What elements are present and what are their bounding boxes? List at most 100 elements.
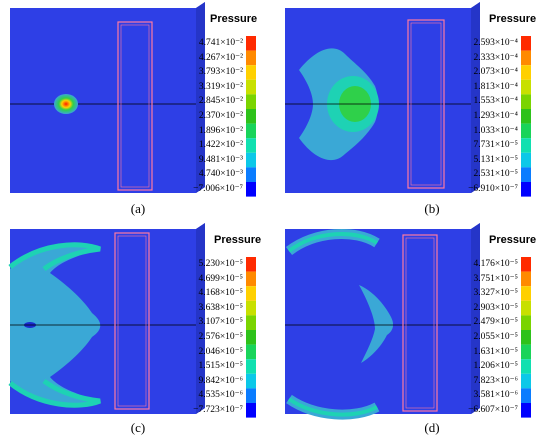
structure-inner-a <box>120 24 150 188</box>
colorbar-segment <box>246 330 256 345</box>
colorbar-segment <box>246 152 256 168</box>
legend-value: 3.793×10⁻² <box>198 67 243 78</box>
colorbar-segment <box>246 403 256 418</box>
legend-value: −7.723×10⁻⁷ <box>193 405 243 415</box>
domain-a <box>10 2 205 193</box>
colorbar-segment <box>246 50 256 66</box>
structure-outline-a <box>117 21 153 191</box>
colorbar-segment <box>246 388 256 403</box>
colorbar-segment <box>521 36 531 51</box>
colorbar-segment <box>246 123 256 139</box>
simulation-view-c <box>8 223 256 418</box>
simulation-view-b <box>285 2 531 197</box>
legend-value: 2.531×10⁻⁵ <box>473 169 518 180</box>
colorbar-segment <box>521 344 531 360</box>
legend-value: −6.607×10⁻⁷ <box>468 405 518 415</box>
legend-value: 9.842×10⁻⁶ <box>198 375 243 386</box>
colorbar-segment <box>246 167 256 182</box>
structure-outline-d <box>402 234 438 412</box>
colorbar-segment <box>246 373 256 389</box>
caption-c: (c) <box>130 420 146 435</box>
colorbar-segment <box>521 257 531 272</box>
legend-value: 1.553×10⁻⁴ <box>473 96 518 107</box>
colorbar-segment <box>246 300 256 316</box>
simulation-view-a <box>10 2 256 197</box>
structure-outline-b <box>407 19 445 189</box>
colorbar-segment <box>246 138 256 153</box>
legend-value: 3.581×10⁻⁶ <box>473 390 518 401</box>
legend-value: 4.741×10⁻² <box>198 38 243 48</box>
colorbar-segment <box>521 182 531 197</box>
colorbar-segment <box>246 257 256 272</box>
legend-value: 2.046×10⁻⁵ <box>198 346 243 357</box>
colorbar-segment <box>521 359 531 374</box>
legend-value: 1.206×10⁻⁵ <box>473 361 518 372</box>
colorbar-segment <box>521 403 531 418</box>
domain-edge-c <box>196 223 205 414</box>
colorbar-segment <box>246 344 256 360</box>
legend-value: 4.176×10⁻⁵ <box>473 259 518 269</box>
colorbar-segment <box>521 388 531 403</box>
colorbar-d <box>521 257 531 418</box>
colorbar-segment <box>246 79 256 95</box>
legend-value: 4.699×10⁻⁵ <box>198 273 243 284</box>
legend-value: 3.751×10⁻⁵ <box>473 273 518 284</box>
colorbar-segment <box>521 152 531 168</box>
colorbar-segment <box>246 359 256 374</box>
colorbar-segment <box>521 315 531 330</box>
wave-core-d <box>359 285 394 363</box>
legend-value: 2.333×10⁻⁴ <box>473 52 518 63</box>
colorbar-segment <box>521 65 531 80</box>
colorbar-segment <box>246 286 256 301</box>
domain-edge-a <box>196 2 205 193</box>
colorbar-segment <box>246 315 256 330</box>
legend-value: 3.319×10⁻² <box>198 81 243 92</box>
colorbar-segment <box>521 94 531 109</box>
legend-value: 4.740×10⁻³ <box>198 169 243 180</box>
colorbar-segment <box>521 123 531 139</box>
legend-value: 3.638×10⁻⁵ <box>198 302 243 313</box>
legend-value: 2.370×10⁻² <box>198 111 243 121</box>
colorbar-segment <box>521 286 531 301</box>
legend-value: 3.327×10⁻⁵ <box>473 288 518 299</box>
panel-d: Pressure 4.176×10⁻⁵ 3.751×10⁻⁵ 3.327×10⁻⁵ 2… <box>275 221 550 442</box>
caption-d: (d) <box>424 420 440 435</box>
legend-value: 4.535×10⁻⁶ <box>198 390 243 401</box>
wave-bottom-crest-d <box>287 397 378 417</box>
colorbar-segment <box>521 79 531 95</box>
structure-inner-c <box>117 235 147 407</box>
legend-value: 4.168×10⁻⁵ <box>198 288 243 299</box>
colorbar-segment <box>521 300 531 316</box>
colorbar-segment <box>246 94 256 109</box>
colorbar-segment <box>246 109 256 124</box>
caption-a: (a) <box>130 201 146 216</box>
legend-value: 1.422×10⁻² <box>198 140 243 151</box>
pressure-source-a <box>54 94 78 114</box>
caption-b: (b) <box>424 201 440 216</box>
legend-value: 2.903×10⁻⁵ <box>473 302 518 313</box>
legend-value: 1.293×10⁻⁴ <box>473 111 518 121</box>
colorbar-segment <box>246 271 256 287</box>
legend-value: 1.896×10⁻² <box>198 125 243 136</box>
legend-value: 1.631×10⁻⁵ <box>473 346 518 357</box>
colorbar-segment <box>521 373 531 389</box>
legend-value: 1.515×10⁻⁵ <box>198 361 243 372</box>
structure-inner-d <box>405 237 435 409</box>
legend-value: 2.055×10⁻⁵ <box>473 332 518 342</box>
wave-crest-top-c <box>8 242 101 272</box>
wave-top-crest-d <box>287 232 379 253</box>
colorbar-segment <box>521 50 531 66</box>
legend-value: 2.479×10⁻⁵ <box>473 317 518 328</box>
legend-value: 2.073×10⁻⁴ <box>473 67 518 78</box>
colorbar-segment <box>521 271 531 287</box>
colorbar-c <box>246 257 256 418</box>
legend-value: 2.593×10⁻⁴ <box>473 38 518 48</box>
legend-value: 9.481×10⁻³ <box>198 154 243 165</box>
legend-title-c: Pressure <box>214 234 262 246</box>
legend-title-b: Pressure <box>489 13 537 25</box>
legend-title-a: Pressure <box>210 13 258 25</box>
colorbar-segment <box>521 138 531 153</box>
colorbar-segment <box>521 330 531 345</box>
colorbar-segment <box>246 36 256 51</box>
structure-outline-c <box>114 232 150 410</box>
